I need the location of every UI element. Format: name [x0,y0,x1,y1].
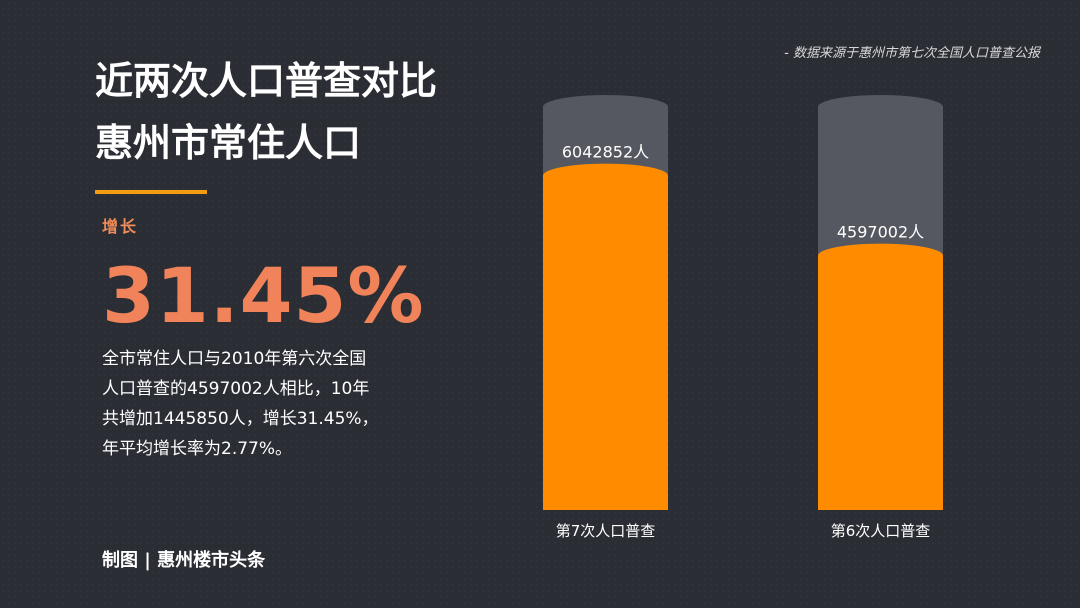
growth-percentage: 31.45% [102,251,425,340]
description-line: 全市常住人口与2010年第六次全国 [102,349,367,369]
bar [818,243,943,510]
data-label: 6042852人 [562,143,649,162]
title-underline [95,190,207,194]
data-label: 4597002人 [837,223,924,242]
page-title-line1: 近两次人口普查对比 [95,59,438,103]
description-line: 人口普查的4597002人相比，10年 [102,379,370,399]
bar [543,163,668,511]
credit-text: 制图 | 惠州楼市头条 [102,550,266,571]
source-note: - 数据来源于惠州市第七次全国人口普查公报 [784,46,1040,61]
page-title-line2: 惠州市常住人口 [95,121,362,165]
description-line: 共增加1445850人，增长31.45%， [102,409,379,429]
description-line: 年平均增长率为2.77%。 [102,439,293,459]
description-text: 全市常住人口与2010年第六次全国 人口普查的4597002人相比，10年 共增… [102,344,432,464]
category-label: 第6次人口普查 [831,522,931,540]
category-label: 第7次人口普查 [556,522,656,540]
growth-label: 增长 [102,217,139,236]
